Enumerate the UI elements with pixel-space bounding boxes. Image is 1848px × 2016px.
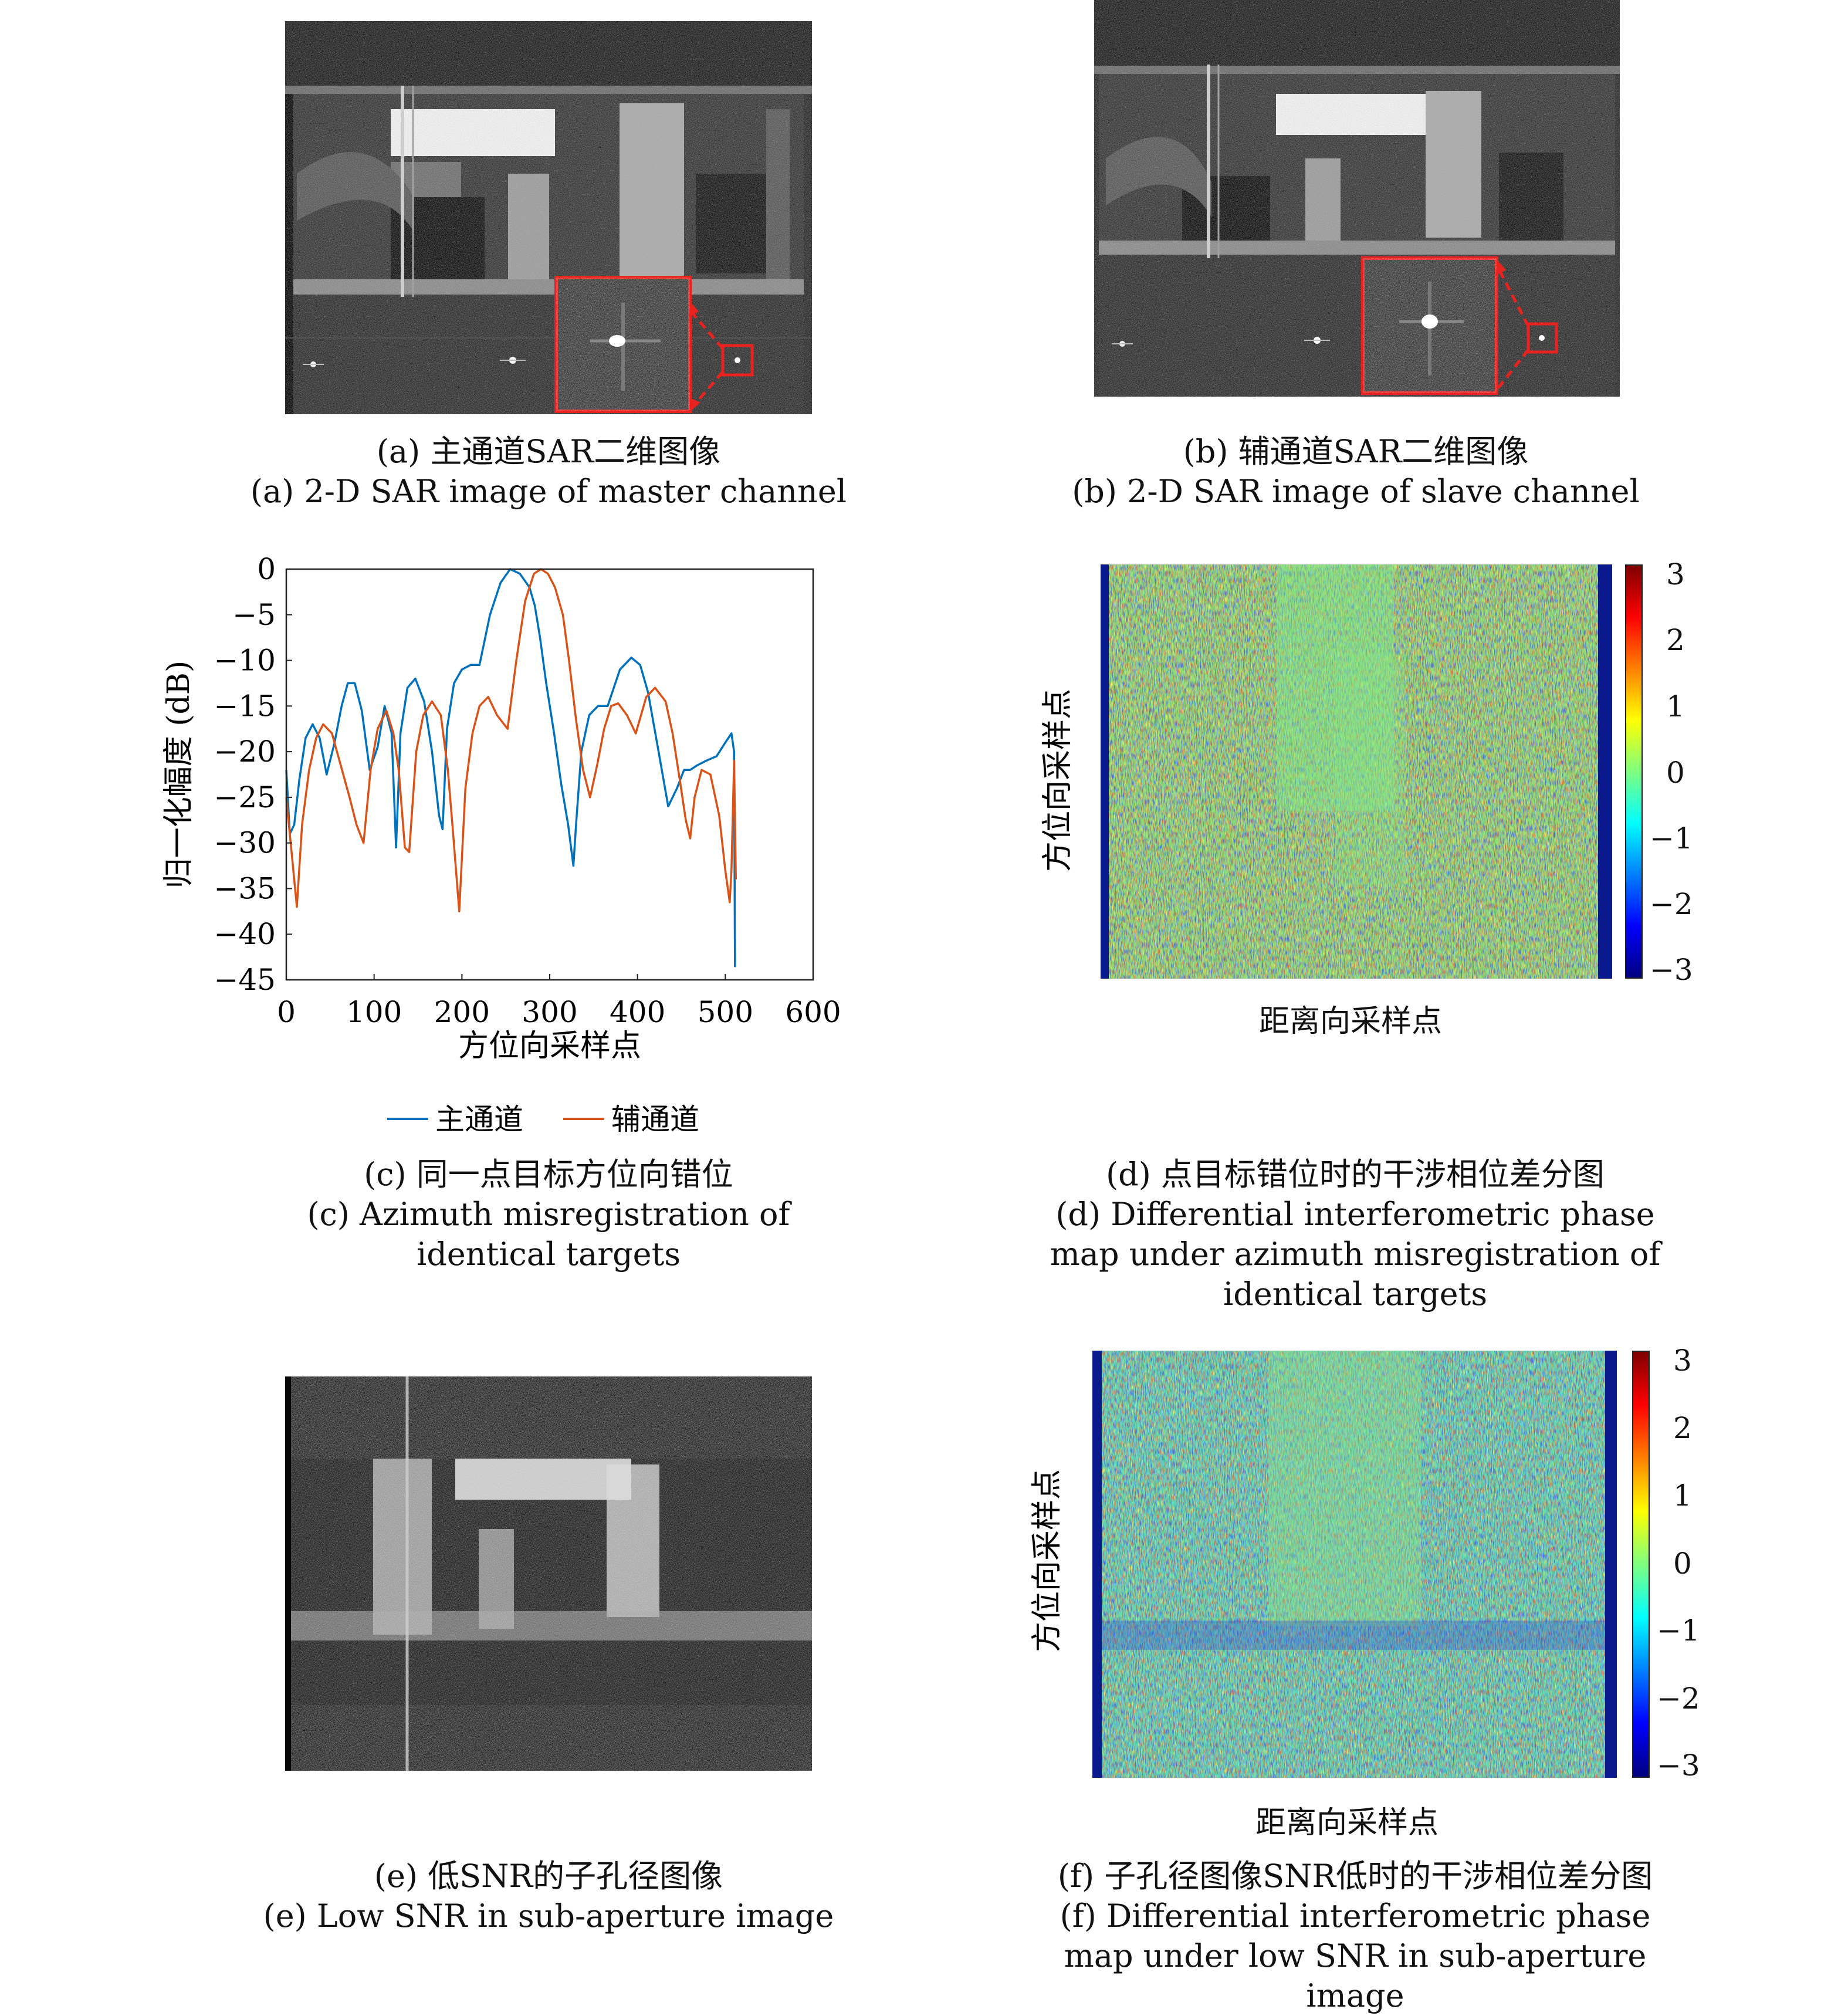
legend-slave: 辅通道 bbox=[611, 1102, 699, 1132]
cbar-d-tick-2: 2 bbox=[1666, 623, 1685, 657]
legend-master: 主通道 bbox=[435, 1102, 523, 1132]
azimuth-profile-chart: 0 100 200 300 400 500 600 0 −5 −10 −15 −20 −25 −30 −35… bbox=[161, 552, 841, 1132]
x-axis-label: 方位向采样点 bbox=[458, 1029, 641, 1064]
cbar-f-tick-m2: −2 bbox=[1657, 1682, 1700, 1716]
caption-e: (e) 低SNR的子孔径图像 (e) Low SNR in sub-apertu… bbox=[205, 1856, 892, 1936]
caption-c: (c) 同一点目标方位向错位 (c) Azimuth misregistrati… bbox=[246, 1155, 851, 1274]
y-tick-label: −45 bbox=[214, 963, 276, 997]
phase-d-ylabel: 方位向采样点 bbox=[1040, 689, 1075, 872]
caption-a-cn: (a) 主通道SAR二维图像 bbox=[376, 433, 721, 470]
y-axis-label: 归一化幅度 (dB) bbox=[161, 661, 197, 889]
series-master-line bbox=[285, 568, 736, 968]
cbar-f-tick-m3: −3 bbox=[1657, 1748, 1700, 1782]
cbar-f-tick-m1: −1 bbox=[1657, 1614, 1700, 1648]
caption-f-en: (f) Differential interferometric phase m… bbox=[1060, 1897, 1651, 2014]
master-sar-image bbox=[285, 21, 812, 414]
phase-d-xlabel: 距离向采样点 bbox=[1259, 1004, 1443, 1039]
caption-a: (a) 主通道SAR二维图像 (a) 2-D SAR image of mast… bbox=[205, 432, 892, 512]
caption-d: (d) 点目标错位时的干涉相位差分图 (d) Differential inte… bbox=[1038, 1155, 1672, 1314]
x-tick-label: 200 bbox=[434, 995, 490, 1029]
caption-d-en: (d) Differential interferometric phase m… bbox=[1050, 1196, 1661, 1313]
y-tick-label: −30 bbox=[214, 826, 276, 860]
phase-colorbar-d bbox=[1625, 564, 1643, 979]
x-tick-label: 300 bbox=[522, 995, 577, 1029]
cbar-f-tick-2: 2 bbox=[1673, 1411, 1692, 1445]
caption-f-cn: (f) 子孔径图像SNR低时的干涉相位差分图 bbox=[1057, 1858, 1653, 1895]
caption-c-en: (c) Azimuth misregistration of identical… bbox=[307, 1196, 790, 1273]
x-tick-label: 400 bbox=[610, 995, 665, 1029]
series-slave-line bbox=[285, 568, 737, 913]
y-tick-label: 0 bbox=[257, 552, 276, 586]
y-tick-label: −40 bbox=[214, 917, 276, 951]
caption-c-cn: (c) 同一点目标方位向错位 bbox=[364, 1156, 733, 1193]
x-tick-label: 600 bbox=[785, 995, 841, 1029]
caption-e-en: (e) Low SNR in sub-aperture image bbox=[263, 1897, 834, 1934]
y-tick-label: −35 bbox=[214, 871, 276, 905]
phase-f-xlabel: 距离向采样点 bbox=[1255, 1805, 1439, 1841]
slave-sar-image bbox=[1094, 0, 1620, 397]
cbar-d-tick-m1: −1 bbox=[1650, 821, 1693, 855]
cbar-f-tick-1: 1 bbox=[1673, 1479, 1692, 1513]
legend: 主通道 辅通道 bbox=[387, 1102, 699, 1132]
low-snr-subaperture-image bbox=[285, 1376, 812, 1771]
cbar-f-tick-3: 3 bbox=[1673, 1344, 1692, 1378]
cbar-d-tick-m2: −2 bbox=[1650, 887, 1693, 921]
x-tick-label: 100 bbox=[346, 995, 402, 1029]
x-tick-label: 500 bbox=[698, 995, 753, 1029]
caption-d-cn: (d) 点目标错位时的干涉相位差分图 bbox=[1106, 1156, 1605, 1193]
caption-b: (b) 辅通道SAR二维图像 (b) 2-D SAR image of slav… bbox=[1013, 432, 1699, 512]
caption-e-cn: (e) 低SNR的子孔径图像 bbox=[374, 1858, 723, 1895]
caption-f: (f) 子孔径图像SNR低时的干涉相位差分图 (f) Differential … bbox=[1038, 1856, 1672, 2016]
caption-b-en: (b) 2-D SAR image of slave channel bbox=[1072, 473, 1640, 510]
cbar-d-tick-1: 1 bbox=[1666, 689, 1685, 723]
y-tick-label: −20 bbox=[214, 735, 276, 769]
cbar-f-tick-0: 0 bbox=[1673, 1547, 1692, 1581]
caption-b-cn: (b) 辅通道SAR二维图像 bbox=[1183, 433, 1529, 470]
x-tick-label: 0 bbox=[277, 995, 296, 1029]
phase-colorbar-f bbox=[1632, 1351, 1650, 1778]
cbar-d-tick-m3: −3 bbox=[1650, 953, 1693, 987]
y-tick-label: −10 bbox=[214, 644, 276, 678]
cbar-d-tick-3: 3 bbox=[1666, 557, 1685, 591]
y-tick-label: −25 bbox=[214, 780, 276, 814]
caption-a-en: (a) 2-D SAR image of master channel bbox=[250, 473, 847, 510]
y-tick-label: −5 bbox=[232, 598, 276, 632]
cbar-d-tick-0: 0 bbox=[1666, 756, 1685, 790]
phase-map-misregistration bbox=[1101, 564, 1612, 979]
y-tick-label: −15 bbox=[214, 689, 276, 723]
phase-f-ylabel: 方位向采样点 bbox=[1030, 1469, 1065, 1652]
phase-map-low-snr bbox=[1092, 1351, 1617, 1778]
